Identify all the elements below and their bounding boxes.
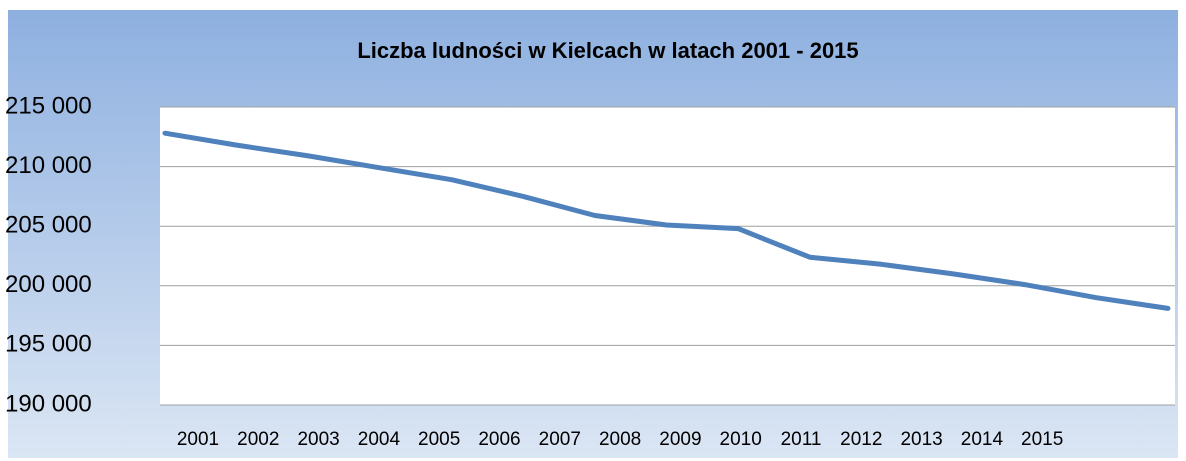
y-tick-label: 205 000 [5,212,92,239]
x-tick-label: 2002 [237,429,279,450]
x-tick-label: 2001 [177,429,219,450]
x-tick-label: 2011 [781,429,822,450]
x-tick-label: 2008 [599,429,641,450]
x-tick-label: 2010 [720,429,762,450]
y-tick-label: 210 000 [5,152,92,179]
y-tick-label: 195 000 [5,331,92,358]
data-line [162,130,1171,311]
x-tick-label: 2015 [1021,429,1063,450]
x-tick-label: 2006 [478,429,520,450]
y-tick-label: 215 000 [5,92,92,119]
y-tick-label: 190 000 [5,390,92,417]
x-tick-label: 2014 [961,429,1004,450]
chart-title: Liczba ludności w Kielcach w latach 2001… [357,38,858,63]
y-tick-label: 200 000 [5,271,92,298]
x-tick-label: 2007 [539,429,581,450]
x-tick-label: 2004 [358,429,401,450]
x-tick-label: 2005 [418,429,460,450]
plot-area [160,107,1175,405]
x-tick-label: 2009 [659,429,701,450]
x-tick-label: 2013 [900,429,942,450]
x-tick-label: 2012 [840,429,882,450]
x-tick-label: 2003 [297,429,339,450]
